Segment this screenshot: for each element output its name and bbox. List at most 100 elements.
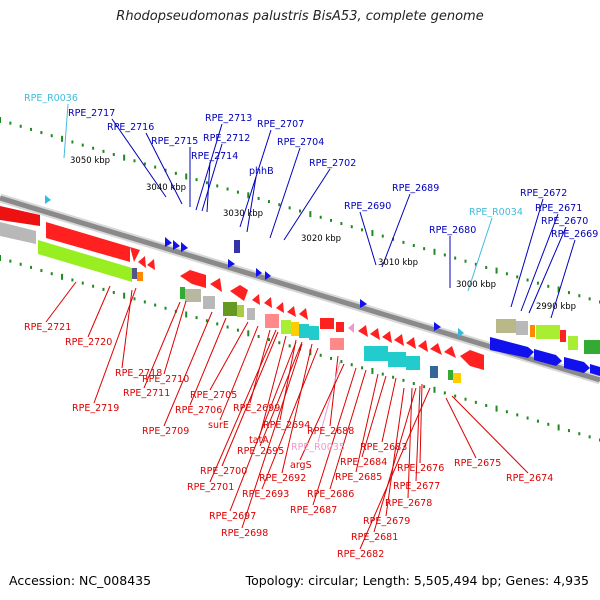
gene-label-rpe-2707[interactable]: RPE_2707 xyxy=(257,119,304,130)
gene-block[interactable] xyxy=(388,352,406,367)
gene-label-rpe-2683[interactable]: RPE_2683 xyxy=(360,442,407,453)
gene-label-rpe-2695[interactable]: RPE_2695 xyxy=(237,446,284,457)
gene-arrow[interactable] xyxy=(418,340,428,352)
gene-label-rpe-2680[interactable]: RPE_2680 xyxy=(429,225,476,236)
gene-block[interactable] xyxy=(430,366,438,378)
gene-label-rpe-2698[interactable]: RPE_2698 xyxy=(221,528,268,539)
gene-label-rpe-2674[interactable]: RPE_2674 xyxy=(506,473,553,484)
gene-arrow[interactable] xyxy=(430,343,442,355)
gene-arrow[interactable] xyxy=(382,331,392,343)
gene-label-rpe-2694[interactable]: RPE_2694 xyxy=(263,420,310,431)
gene-label-rpe-2686[interactable]: RPE_2686 xyxy=(307,489,354,500)
gene-block[interactable] xyxy=(265,314,279,328)
gene-block[interactable] xyxy=(0,222,36,244)
gene-block[interactable] xyxy=(496,319,516,333)
gene-arrow[interactable] xyxy=(358,325,368,337)
gene-arrow[interactable] xyxy=(138,256,146,268)
gene-arrow[interactable] xyxy=(564,357,590,373)
gene-block[interactable] xyxy=(364,346,388,361)
gene-label-rpe-2684[interactable]: RPE_2684 xyxy=(340,457,387,468)
gene-label-rpe-2693[interactable]: RPE_2693 xyxy=(242,489,289,500)
gene-label-rpe-2692[interactable]: RPE_2692 xyxy=(259,473,306,484)
gene-block[interactable] xyxy=(516,321,528,335)
gene-label-rpe-2688[interactable]: RPE_2688 xyxy=(307,426,354,437)
gene-block[interactable] xyxy=(0,206,40,226)
gene-label-tata[interactable]: tatA xyxy=(249,435,269,446)
gene-arrow[interactable] xyxy=(181,242,188,252)
gene-label-rpe-r0034[interactable]: RPE_R0034 xyxy=(469,207,523,218)
gene-block[interactable] xyxy=(132,268,137,279)
gene-block[interactable] xyxy=(560,330,566,342)
gene-arrow[interactable] xyxy=(264,297,272,308)
gene-label-rpe-2721[interactable]: RPE_2721 xyxy=(24,322,71,333)
gene-block[interactable] xyxy=(448,370,453,380)
gene-label-rpe-2682[interactable]: RPE_2682 xyxy=(337,549,384,560)
gene-label-rpe-2700[interactable]: RPE_2700 xyxy=(200,466,247,477)
gene-label-rpe-2710[interactable]: RPE_2710 xyxy=(142,374,189,385)
gene-block[interactable] xyxy=(406,356,420,370)
gene-label-rpe-2716[interactable]: RPE_2716 xyxy=(107,122,154,133)
gene-block[interactable] xyxy=(180,287,185,299)
gene-label-rpe-2681[interactable]: RPE_2681 xyxy=(351,532,398,543)
gene-label-rpe-2706[interactable]: RPE_2706 xyxy=(175,405,222,416)
gene-arrow[interactable] xyxy=(265,271,271,280)
gene-label-rpe-2713[interactable]: RPE_2713 xyxy=(205,113,252,124)
gene-arrow[interactable] xyxy=(434,322,441,331)
gene-label-rpe-2670[interactable]: RPE_2670 xyxy=(541,216,588,227)
gene-arrow[interactable] xyxy=(276,302,284,313)
gene-label-rpe-2679[interactable]: RPE_2679 xyxy=(363,516,410,527)
gene-label-rpe-2672[interactable]: RPE_2672 xyxy=(520,188,567,199)
gene-block[interactable] xyxy=(453,373,461,383)
gene-label-rpe-2671[interactable]: RPE_2671 xyxy=(535,203,582,214)
gene-block[interactable] xyxy=(137,272,143,281)
gene-arrow[interactable] xyxy=(173,240,180,250)
gene-block[interactable] xyxy=(46,222,130,262)
gene-label-rpe-2675[interactable]: RPE_2675 xyxy=(454,458,501,469)
gene-arrow[interactable] xyxy=(147,259,155,270)
gene-label-rpe-2669[interactable]: RPE_2669 xyxy=(551,229,598,240)
gene-arrow[interactable] xyxy=(490,337,534,358)
gene-block[interactable] xyxy=(237,305,244,317)
rna-arrow[interactable] xyxy=(45,195,51,204)
gene-arrow[interactable] xyxy=(210,278,222,292)
gene-label-rpe-2697[interactable]: RPE_2697 xyxy=(209,511,256,522)
gene-arrow[interactable] xyxy=(348,323,354,333)
gene-block[interactable] xyxy=(38,240,132,282)
gene-label-rpe-2718[interactable]: RPE_2718 xyxy=(115,368,162,379)
gene-label-rpe-2701[interactable]: RPE_2701 xyxy=(187,482,234,493)
gene-arrow[interactable] xyxy=(299,308,308,320)
gene-arrow[interactable] xyxy=(256,268,262,277)
gene-block[interactable] xyxy=(584,340,600,354)
gene-label-rpe-2676[interactable]: RPE_2676 xyxy=(397,463,444,474)
gene-block[interactable] xyxy=(223,302,237,316)
gene-block[interactable] xyxy=(309,326,319,340)
gene-label-rpe-2712[interactable]: RPE_2712 xyxy=(203,133,250,144)
gene-arrow[interactable] xyxy=(394,334,404,346)
gene-block[interactable] xyxy=(536,325,560,339)
gene-label-rpe-2677[interactable]: RPE_2677 xyxy=(393,481,440,492)
gene-arrow[interactable] xyxy=(252,294,260,305)
gene-label-phhb[interactable]: phhB xyxy=(249,166,274,177)
gene-label-rpe-2719[interactable]: RPE_2719 xyxy=(72,403,119,414)
gene-arrow[interactable] xyxy=(534,349,562,366)
gene-arrow[interactable] xyxy=(228,259,235,268)
gene-arrow[interactable] xyxy=(180,270,206,288)
gene-arrow[interactable] xyxy=(406,337,416,349)
gene-block[interactable] xyxy=(330,338,344,350)
gene-block[interactable] xyxy=(299,324,309,338)
gene-label-rpe-2690[interactable]: RPE_2690 xyxy=(344,201,391,212)
gene-label-rpe-2704[interactable]: RPE_2704 xyxy=(277,137,324,148)
rna-arrow[interactable] xyxy=(458,328,464,337)
gene-block[interactable] xyxy=(568,336,578,350)
gene-block[interactable] xyxy=(291,322,299,336)
gene-block[interactable] xyxy=(281,320,291,334)
gene-arrow[interactable] xyxy=(460,350,484,370)
gene-label-rpe-2705[interactable]: RPE_2705 xyxy=(190,390,237,401)
gene-label-rpe-2709[interactable]: RPE_2709 xyxy=(142,426,189,437)
gene-block[interactable] xyxy=(234,240,240,253)
gene-block[interactable] xyxy=(247,308,255,320)
gene-arrow[interactable] xyxy=(444,346,456,358)
gene-arrow[interactable] xyxy=(130,247,140,262)
gene-label-rpe-r0036[interactable]: RPE_R0036 xyxy=(24,93,78,104)
gene-label-rpe-2687[interactable]: RPE_2687 xyxy=(290,505,337,516)
